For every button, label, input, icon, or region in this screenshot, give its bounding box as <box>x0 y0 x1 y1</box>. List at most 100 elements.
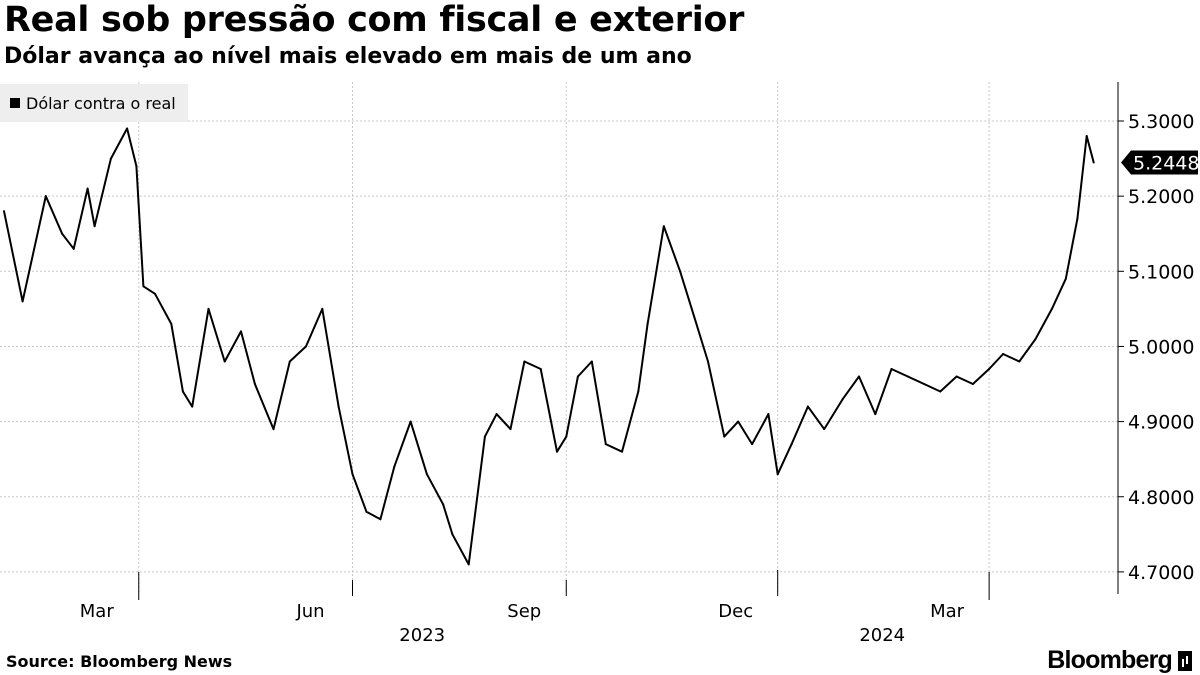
series-group <box>3 127 1095 566</box>
data-point <box>509 428 512 431</box>
data-point <box>1085 135 1088 138</box>
data-point <box>93 225 96 228</box>
data-point <box>321 307 324 310</box>
last-value-label: 5.2448 <box>1121 150 1199 175</box>
data-point <box>823 428 826 431</box>
data-point <box>971 383 974 386</box>
data-point <box>679 270 682 273</box>
data-point <box>305 345 308 348</box>
x-tick-label: Dec <box>718 601 753 622</box>
data-point <box>790 443 793 446</box>
data-point <box>841 398 844 401</box>
y-tick-label: 5.0000 <box>1128 336 1194 358</box>
data-point <box>126 127 129 130</box>
legend-swatch <box>10 98 20 108</box>
bloomberg-terminal-icon <box>1178 650 1192 671</box>
data-point <box>425 473 428 476</box>
data-point <box>646 322 649 325</box>
data-point <box>393 465 396 468</box>
data-point <box>61 232 64 235</box>
data-point <box>1092 161 1095 164</box>
y-tick-label: 4.7000 <box>1128 562 1194 584</box>
data-point <box>337 405 340 408</box>
data-point <box>1076 217 1079 220</box>
data-point <box>1064 277 1067 280</box>
grid-lines <box>0 82 1118 594</box>
data-point <box>44 195 47 198</box>
chart-subtitle: Dólar avança ao nível mais elevado em ma… <box>4 44 692 69</box>
data-point <box>923 383 926 386</box>
x-tick-label: Jun <box>295 601 324 622</box>
data-point <box>86 187 89 190</box>
legend: Dólar contra o real <box>0 84 188 122</box>
legend-label: Dólar contra o real <box>26 93 176 113</box>
data-point <box>379 518 382 521</box>
x-tick-label: Mar <box>80 601 115 622</box>
data-point <box>988 367 991 370</box>
data-point <box>253 383 256 386</box>
data-point <box>767 413 770 416</box>
data-point <box>590 360 593 363</box>
data-point <box>723 435 726 438</box>
data-point <box>906 375 909 378</box>
data-point <box>539 367 542 370</box>
x-tick-label: Sep <box>507 601 541 622</box>
last-value-badge <box>1121 150 1198 175</box>
y-tick-label: 5.2000 <box>1128 186 1194 208</box>
y-tick-label: 4.9000 <box>1128 412 1194 434</box>
data-point <box>109 157 112 160</box>
data-point <box>239 330 242 333</box>
data-point <box>3 210 5 213</box>
data-point <box>223 360 226 363</box>
data-point <box>135 165 138 168</box>
chart-title: Real sob pressão com fiscal e exterior <box>4 0 745 40</box>
data-point <box>142 285 145 288</box>
x-tick-labels: Mar Jun Sep Dec Mar 2023 2024 <box>80 601 965 646</box>
data-point <box>776 473 779 476</box>
series-line <box>3 127 1095 566</box>
data-point <box>351 473 354 476</box>
y-tick-label: 5.3000 <box>1128 111 1194 133</box>
data-point <box>890 367 893 370</box>
data-point <box>858 375 861 378</box>
data-point <box>21 300 24 303</box>
data-point <box>939 390 942 393</box>
data-point <box>874 413 877 416</box>
data-point <box>495 413 498 416</box>
y-tick-label: 5.1000 <box>1128 261 1194 283</box>
data-point <box>154 292 157 295</box>
x-tick-label: Mar <box>930 601 965 622</box>
data-point <box>181 390 184 393</box>
data-point <box>72 247 75 250</box>
data-point <box>409 420 412 423</box>
data-point <box>555 450 558 453</box>
data-point <box>191 405 194 408</box>
data-point <box>483 435 486 438</box>
y-tick-labels: 4.7000 4.8000 4.9000 5.0000 5.1000 5.2000 5.30… <box>1128 111 1194 584</box>
x-year-label: 2023 <box>399 625 445 646</box>
data-point <box>451 533 454 536</box>
data-point <box>737 420 740 423</box>
data-point <box>1018 360 1021 363</box>
data-point <box>1002 352 1005 355</box>
data-point <box>365 510 368 513</box>
data-point <box>662 225 665 228</box>
data-point <box>1034 337 1037 340</box>
y-tick-label: 4.8000 <box>1128 487 1194 509</box>
brand-wordmark: Bloomberg <box>1047 646 1173 674</box>
last-value-text: 5.2448 <box>1133 152 1199 174</box>
data-point <box>1050 307 1053 310</box>
data-point <box>806 405 809 408</box>
axes <box>138 82 1124 600</box>
data-point <box>442 503 445 506</box>
data-point <box>955 375 958 378</box>
data-point <box>693 315 696 318</box>
bloomberg-logo: Bloomberg <box>1047 646 1192 675</box>
data-point <box>467 563 470 566</box>
data-point <box>637 390 640 393</box>
data-point <box>604 443 607 446</box>
data-point <box>751 443 754 446</box>
data-point <box>565 435 568 438</box>
data-point <box>523 360 526 363</box>
